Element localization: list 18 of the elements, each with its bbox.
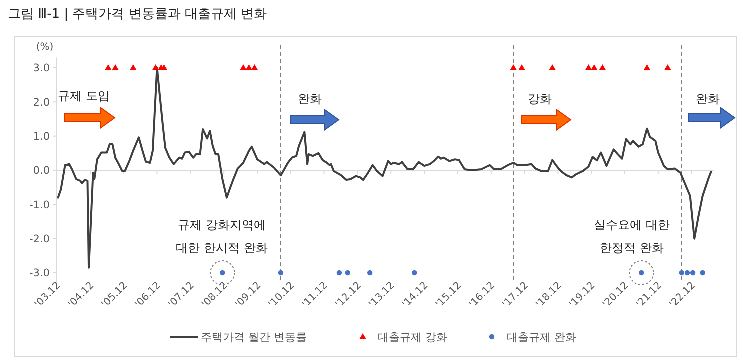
annotation: 실수요에 대한 한정적 완화 — [594, 218, 670, 255]
annotation: 완화 — [298, 92, 322, 106]
legend-label: 대출규제 강화 — [378, 330, 448, 344]
y-tick-label: -3.0 — [30, 268, 50, 280]
y-tick-label: 2.0 — [33, 96, 50, 109]
y-tick-label: 1.0 — [33, 131, 50, 144]
annotation: 규제 도입 — [58, 89, 110, 103]
annotation: 강화 — [528, 92, 552, 106]
legend-label: 대출규제 완화 — [507, 330, 576, 344]
y-tick-label: 0.0 — [33, 165, 50, 178]
chart-title: 그림 Ⅲ-1 | 주택가격 변동률과 대출규제 변화 — [8, 7, 268, 22]
y-tick-label: -2.0 — [30, 234, 50, 246]
annotation: 완화 — [696, 92, 720, 106]
y-tick-label: 3.0 — [33, 62, 50, 75]
legend-label: 주택가격 월간 변동률 — [201, 330, 307, 344]
y-axis-title: (%) — [36, 42, 54, 53]
y-tick-label: -1.0 — [30, 199, 50, 212]
annotation: 규제 강화지역에 대한 한시적 완화 — [176, 218, 268, 255]
